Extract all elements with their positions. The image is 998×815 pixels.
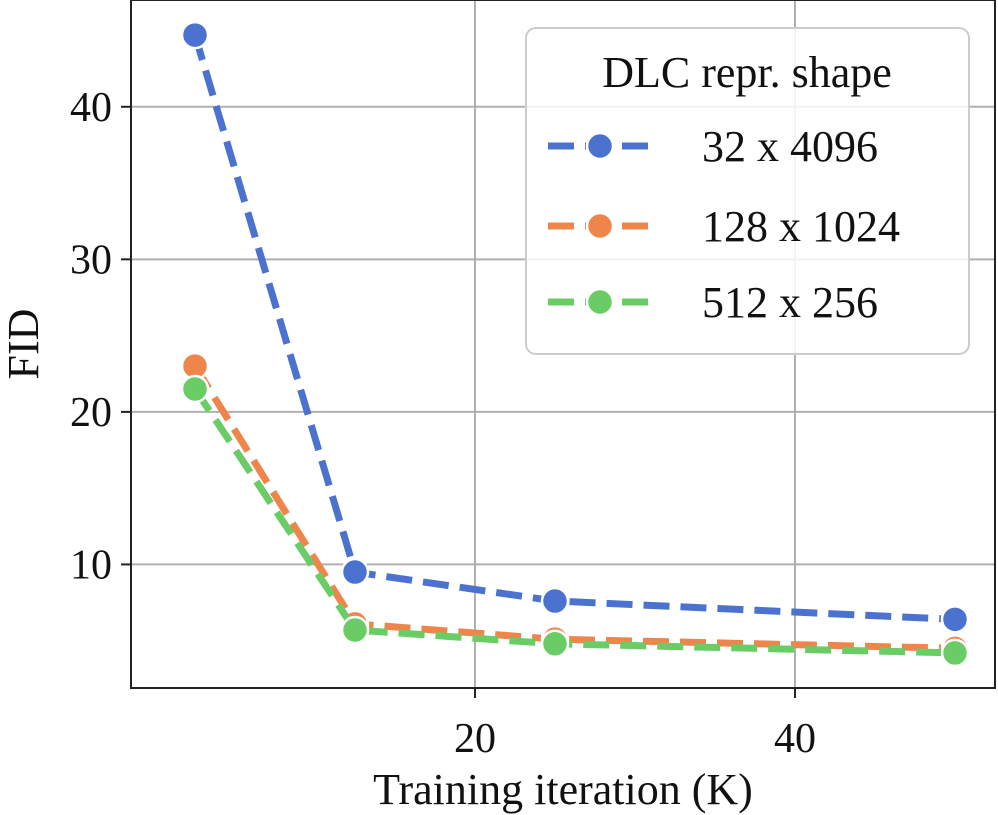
series-512x256 (180, 374, 970, 668)
x-tick-label: 40 (774, 716, 816, 762)
y-axis-label: FID (0, 309, 48, 380)
data-point (340, 557, 370, 587)
legend-swatch-marker (585, 287, 615, 317)
y-tick-label: 40 (70, 85, 112, 131)
y-tick-label: 30 (70, 237, 112, 283)
series-lines (180, 20, 970, 668)
tick-labels: 20 40 10 20 30 40 (70, 85, 816, 762)
legend-swatch-marker (585, 131, 615, 161)
legend-label: 128 x 1024 (702, 202, 900, 251)
series-line (191, 34, 956, 623)
legend-entry: 512 x 256 (548, 278, 878, 327)
data-point (940, 638, 970, 668)
legend-label: 512 x 256 (702, 278, 878, 327)
legend-box (525, 27, 970, 355)
x-axis-label: Training iteration (K) (373, 765, 753, 814)
data-point (180, 374, 210, 404)
legend-entry: 128 x 1024 (548, 202, 900, 251)
series-line (192, 364, 956, 652)
plot-frame (130, 0, 996, 689)
data-point (340, 615, 370, 645)
series-32x4096 (180, 20, 970, 634)
y-tick-label: 20 (70, 390, 112, 436)
data-point (540, 629, 570, 659)
legend-swatch-marker (585, 211, 615, 241)
series-line (192, 387, 956, 657)
x-tick-label: 20 (454, 716, 496, 762)
y-tick-label: 10 (70, 542, 112, 588)
data-point (180, 20, 210, 50)
legend-entries: 32 x 4096 128 x 1024 512 x 256 (548, 122, 900, 327)
legend-label: 32 x 4096 (702, 122, 878, 171)
legend-entry: 32 x 4096 (548, 122, 878, 171)
data-point (540, 586, 570, 616)
legend: DLC repr. shape 32 x 4096 128 x 1024 512 x… (525, 27, 970, 355)
data-point (940, 605, 970, 634)
legend-title: DLC repr. shape (602, 48, 892, 97)
